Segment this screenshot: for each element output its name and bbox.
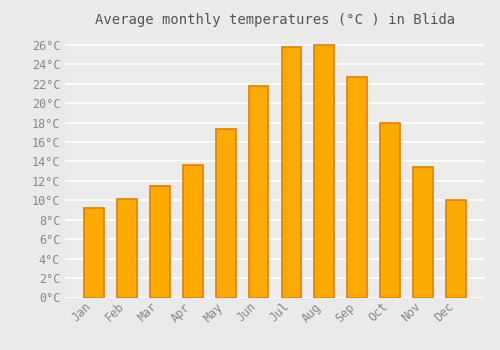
Bar (380, 124, 400, 298)
Bar (216, 129, 236, 298)
Bar (117, 199, 137, 298)
Bar (84, 208, 104, 298)
Bar (282, 47, 302, 298)
Bar (150, 186, 170, 298)
Bar (413, 167, 433, 298)
Bar (348, 77, 367, 298)
Bar (183, 165, 203, 298)
Bar (248, 85, 268, 298)
Bar (314, 45, 334, 298)
Bar (446, 200, 466, 298)
Title: Average monthly temperatures (°C ) in Blida: Average monthly temperatures (°C ) in Bl… (95, 13, 455, 27)
